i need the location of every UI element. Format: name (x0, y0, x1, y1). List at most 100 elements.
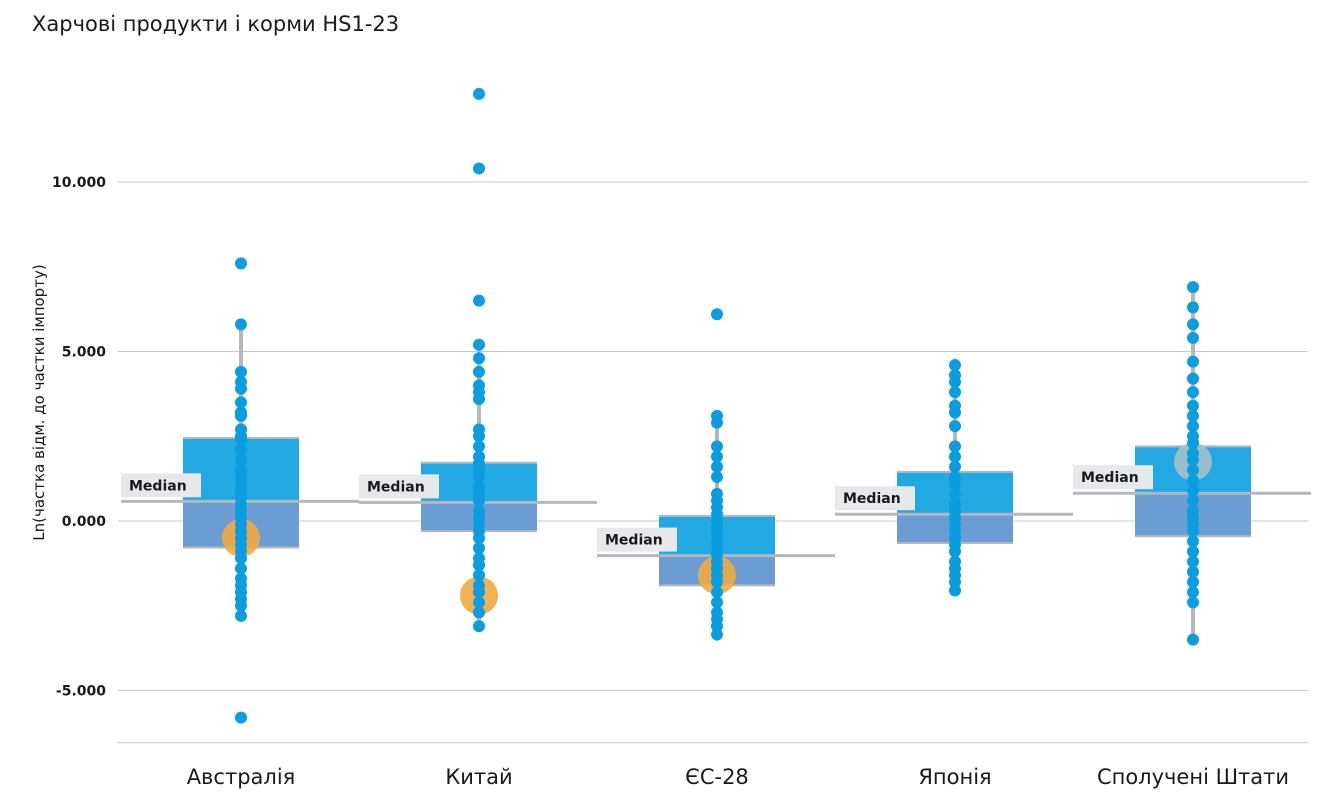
data-point (1187, 633, 1199, 646)
median-label: Median (843, 491, 901, 507)
data-point (711, 440, 723, 453)
data-point (473, 87, 485, 100)
y-tick-label: 0.000 (62, 514, 107, 530)
data-point (1187, 409, 1199, 422)
data-point (235, 609, 247, 622)
data-point (1187, 464, 1199, 477)
data-point (473, 586, 485, 599)
data-point (949, 359, 961, 372)
data-point (1187, 331, 1199, 344)
data-point (473, 531, 485, 544)
data-point (1187, 576, 1199, 589)
data-point (235, 552, 247, 565)
median-label: Median (367, 479, 425, 495)
data-point (473, 440, 485, 453)
data-point (473, 430, 485, 443)
median-label: Median (605, 533, 663, 549)
data-point (235, 562, 247, 575)
data-point (711, 308, 723, 321)
data-point (949, 450, 961, 463)
data-point (473, 542, 485, 555)
data-point (1187, 318, 1199, 331)
data-point (235, 365, 247, 378)
x-category-label: Сполучені Штати (1097, 765, 1289, 789)
data-point (1187, 453, 1199, 466)
data-point (711, 586, 723, 599)
data-point (1187, 399, 1199, 412)
y-tick-label: -5.000 (56, 684, 106, 700)
data-point (1187, 494, 1199, 507)
median-label-bg (359, 474, 439, 499)
x-category-label: Китай (445, 765, 512, 789)
data-point (711, 450, 723, 463)
data-point (1187, 596, 1199, 609)
data-point (1187, 437, 1199, 450)
data-point (949, 576, 961, 589)
data-point (235, 318, 247, 331)
median-label-bg (1073, 465, 1153, 490)
median-label-bg (835, 486, 915, 511)
data-point (949, 440, 961, 453)
median-label: Median (129, 478, 187, 494)
data-point (949, 406, 961, 419)
data-point (949, 487, 961, 500)
data-point (1187, 555, 1199, 568)
data-point (473, 392, 485, 405)
data-point (1187, 372, 1199, 385)
data-point (235, 396, 247, 409)
data-point (1187, 484, 1199, 497)
data-point (1187, 281, 1199, 294)
data-point (473, 294, 485, 307)
data-point (473, 470, 485, 483)
data-point (235, 453, 247, 466)
data-point (1187, 355, 1199, 368)
x-category-label: ЄС-28 (685, 765, 749, 789)
y-axis-title: Ln(частка відм. до частки імпорту) (30, 264, 48, 540)
data-point (1187, 474, 1199, 487)
median-label-bg (121, 473, 201, 498)
data-point (711, 470, 723, 483)
data-point (711, 596, 723, 609)
data-point (235, 409, 247, 422)
data-point (711, 576, 723, 589)
x-category-label: Австралія (187, 765, 296, 789)
data-point (235, 599, 247, 612)
data-point (1187, 545, 1199, 558)
data-point (473, 559, 485, 572)
data-point (1187, 386, 1199, 399)
data-point (949, 584, 961, 597)
y-tick-label: 10.000 (52, 175, 106, 191)
data-point (473, 365, 485, 378)
data-point (711, 620, 723, 633)
data-point (473, 494, 485, 507)
data-point (949, 545, 961, 558)
data-point (473, 620, 485, 633)
data-point (711, 416, 723, 429)
data-point (711, 460, 723, 473)
data-point (1187, 525, 1199, 538)
data-point (235, 711, 247, 724)
data-point (235, 433, 247, 446)
x-category-label: Японія (918, 765, 991, 789)
data-point (235, 257, 247, 270)
data-point (473, 606, 485, 619)
data-point (1187, 565, 1199, 578)
data-point (949, 386, 961, 399)
data-point (711, 628, 723, 641)
median-label: Median (1081, 470, 1139, 486)
data-point (1187, 420, 1199, 433)
data-point (1187, 301, 1199, 314)
data-point (949, 477, 961, 490)
chart-title: Харчові продукти і корми HS1-23 (32, 12, 400, 36)
data-point (949, 376, 961, 389)
data-point (473, 352, 485, 365)
data-point (949, 460, 961, 473)
data-point (1187, 535, 1199, 548)
data-point (473, 569, 485, 582)
y-tick-label: 5.000 (62, 345, 107, 361)
data-point (473, 596, 485, 609)
data-point (949, 420, 961, 433)
data-point (473, 338, 485, 351)
